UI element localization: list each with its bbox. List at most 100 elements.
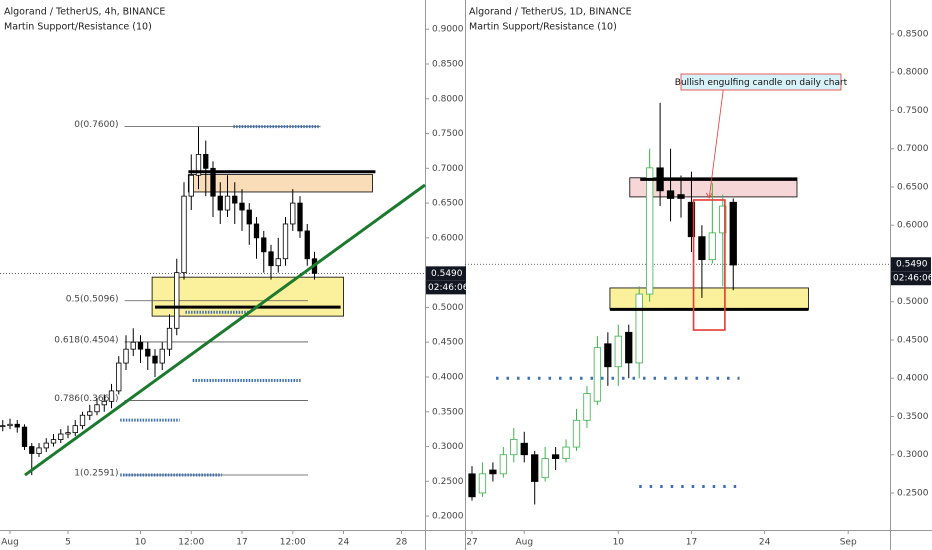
y-tick-label: 0.2000 <box>432 512 464 522</box>
y-tick-label: 0.3500 <box>897 412 929 422</box>
x-tick-label: Sep <box>840 538 857 548</box>
y-tick-label: 0.7500 <box>432 129 464 139</box>
y-tick-label: 0.8500 <box>897 29 929 39</box>
candle-body <box>646 167 654 295</box>
countdown-label: 02:46:06 <box>428 283 469 293</box>
candle-body <box>137 341 144 350</box>
candle-body <box>478 473 487 494</box>
y-tick-label: 0.7500 <box>897 106 929 116</box>
y-tick-label: 0.6500 <box>432 199 464 209</box>
candle-body <box>50 439 57 444</box>
candle-body <box>531 454 539 482</box>
candle-body <box>275 258 281 267</box>
indicator-name: Martin Support/Resistance (10) <box>469 22 617 33</box>
x-tick-label: 12:00 <box>178 538 204 548</box>
x-tick-label: 10 <box>613 538 625 548</box>
candle-body <box>687 201 696 238</box>
x-tick-label: 10 <box>135 538 147 548</box>
highlight-box <box>692 199 726 331</box>
callout-text: Bullish engulfing candle on daily chart <box>675 78 848 88</box>
candle-body <box>246 209 252 225</box>
candle-body <box>203 154 209 169</box>
y-tick-label: 0.2500 <box>432 477 464 487</box>
candle-body <box>698 236 706 261</box>
chart-title: Algorand / TetherUS, 4h, BINANCE <box>4 7 165 18</box>
candle-body <box>29 446 35 454</box>
candle-body <box>468 473 476 498</box>
candle-body <box>510 439 518 456</box>
candle-body <box>297 202 303 232</box>
x-tick-label: 28 <box>396 538 408 548</box>
candle-body <box>87 411 93 416</box>
chart-title: Algorand / TetherUS, 1D, BINANCE <box>469 7 632 18</box>
x-tick-label: 27 <box>466 538 477 548</box>
candle-body <box>65 432 71 435</box>
candle-body <box>562 446 570 459</box>
fib-label: 0.786(0.3663) <box>54 394 118 404</box>
x-tick-label: 5 <box>65 538 71 548</box>
countdown-tag <box>891 271 931 286</box>
countdown-label: 02:46:06 <box>893 274 932 284</box>
x-tick-label: Aug <box>515 538 533 548</box>
candle-body <box>21 426 28 447</box>
y-tick-label: 0.4500 <box>897 335 929 345</box>
y-tick-label: 0.8500 <box>432 59 464 69</box>
fib-label: 0.618(0.4504) <box>54 335 118 345</box>
candle-body <box>224 195 231 211</box>
candle-body <box>232 195 238 204</box>
y-tick-label: 0.6500 <box>897 182 929 192</box>
candle-body <box>72 425 78 434</box>
y-tick-label: 0.2500 <box>897 488 929 498</box>
candle-body <box>489 469 497 475</box>
candle-body <box>666 190 675 199</box>
candle-body <box>635 293 643 364</box>
candle-body <box>181 195 187 274</box>
zone <box>151 276 344 317</box>
candle-body <box>625 331 633 364</box>
candle-body <box>729 201 737 266</box>
trendline <box>24 183 426 477</box>
y-tick-label: 0.5000 <box>432 303 464 313</box>
candle-body <box>36 447 42 454</box>
x-tick-label: 17 <box>686 538 697 548</box>
candle-body <box>145 348 151 357</box>
fib-label: 0(0.7600) <box>74 120 118 130</box>
indicator-name: Martin Support/Resistance (10) <box>4 22 152 33</box>
candle-body <box>290 202 296 225</box>
y-tick-label: 0.6000 <box>432 233 464 243</box>
candle-body <box>174 272 180 329</box>
callout-box <box>680 73 842 91</box>
candle-body <box>719 205 727 234</box>
callout-arrow <box>708 89 724 199</box>
candle-body <box>79 414 86 427</box>
candle-body <box>261 237 267 253</box>
candle-body <box>604 343 612 368</box>
candle-body <box>7 423 13 427</box>
x-tick-label: 24 <box>759 538 771 548</box>
candle-body <box>572 419 581 448</box>
candle-body <box>217 195 223 211</box>
candle-body <box>677 194 685 199</box>
candle-body <box>0 425 6 428</box>
y-tick-label: 0.7000 <box>432 164 464 174</box>
candle-body <box>43 442 49 449</box>
candle-body <box>239 202 245 211</box>
candle-body <box>268 251 274 267</box>
x-tick-label: Aug <box>1 538 19 548</box>
countdown-tag <box>426 280 466 295</box>
x-tick-label: 17 <box>236 538 247 548</box>
candle-body <box>123 348 129 364</box>
y-tick-label: 0.4000 <box>897 374 929 384</box>
candle-body <box>116 362 122 392</box>
zone <box>187 174 373 193</box>
candle-body <box>108 390 115 402</box>
candle-body <box>551 454 560 459</box>
candle-body <box>210 167 216 197</box>
candle-body <box>152 355 158 364</box>
candle-body <box>583 393 591 421</box>
x-tick-label: 12:00 <box>280 538 306 548</box>
y-tick-label: 0.8000 <box>432 94 464 104</box>
candle-body <box>593 347 602 402</box>
candle-body <box>94 404 100 413</box>
